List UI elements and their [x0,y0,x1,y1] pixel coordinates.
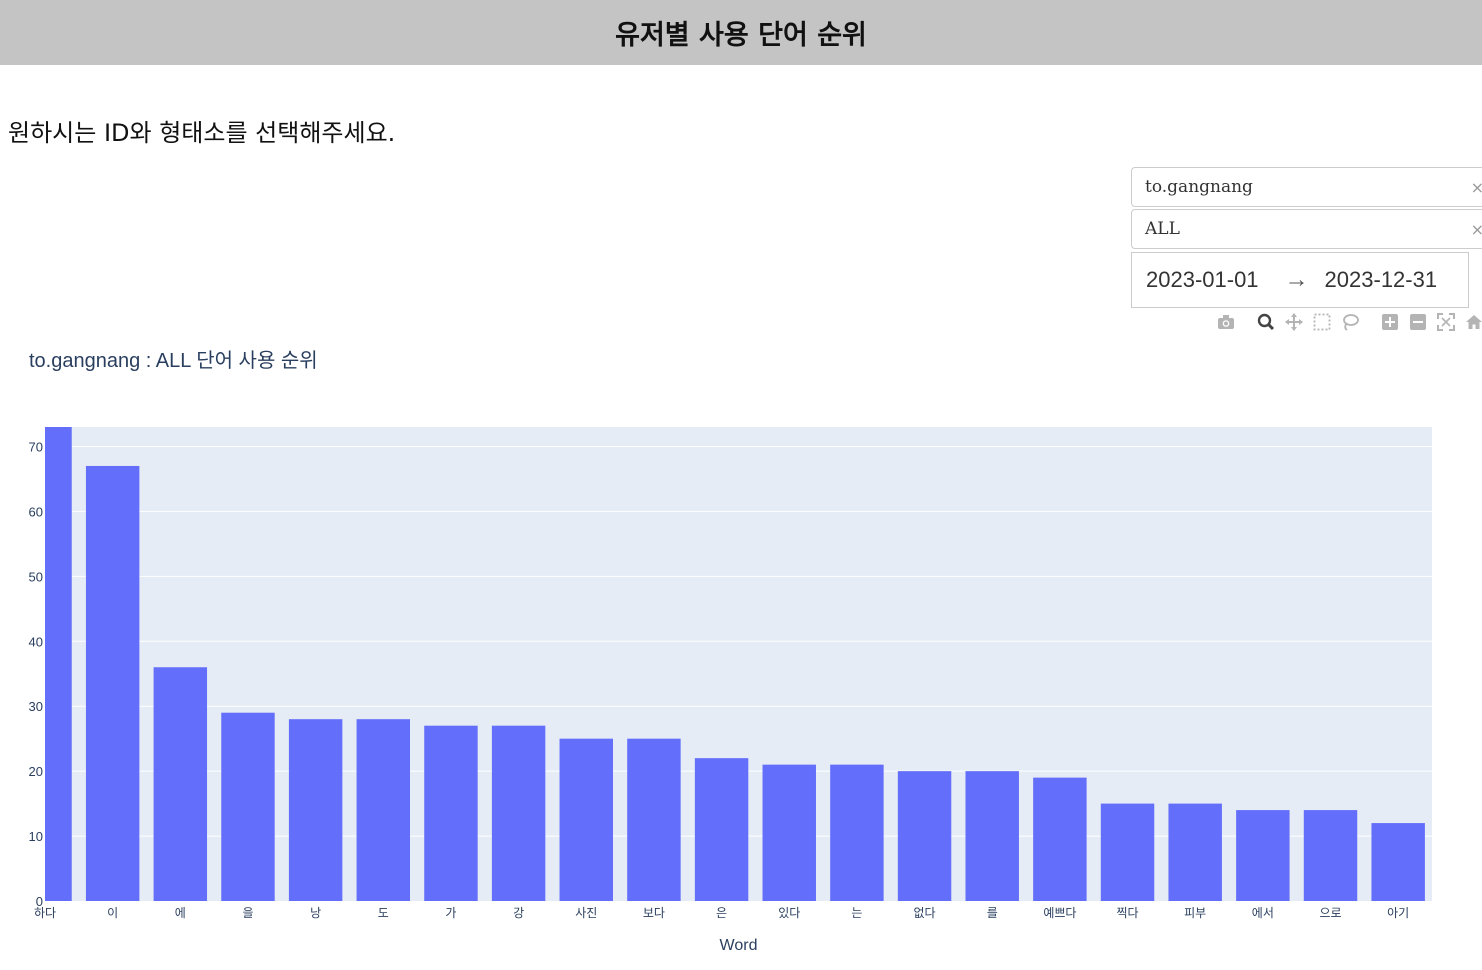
y-tick-label: 10 [29,829,43,844]
bar-하다[interactable] [45,427,72,901]
x-tick-label: 예쁘다 [1043,906,1076,920]
morpheme-value: ALL [1145,219,1180,239]
x-tick-label: 사진 [575,906,597,920]
bar-있다[interactable] [762,764,816,901]
word-rank-chart: to.gangnang : ALL 단어 사용 순위 0 10 20 30 40 50 60… [29,349,1432,954]
x-tick-label: 낭 [310,906,321,920]
bar-는[interactable] [830,764,884,901]
bar-보다[interactable] [627,738,681,901]
zoom-in-icon[interactable] [1376,314,1404,334]
zoom-out-icon[interactable] [1404,314,1432,334]
chart-modebar [1212,313,1482,335]
clear-user-icon[interactable]: × [1470,178,1482,197]
bar-이[interactable] [85,465,140,901]
x-tick-label: 도 [378,906,389,920]
x-tick-label: 강 [513,906,524,920]
bar-피부[interactable] [1168,803,1222,901]
zoom-icon[interactable] [1252,313,1280,335]
chart-title: to.gangnang : ALL 단어 사용 순위 [29,349,318,372]
page-title: 유저별 사용 단어 순위 [615,20,867,51]
bar-도[interactable] [356,719,411,901]
box-select-icon[interactable] [1308,313,1336,335]
x-tick-label: 피부 [1184,906,1206,920]
x-tick-label: 아기 [1387,906,1409,920]
clear-morpheme-icon[interactable]: × [1470,220,1482,239]
x-tick-label: 하다 [34,906,56,920]
pan-icon[interactable] [1280,313,1308,335]
bar-에서[interactable] [1236,810,1290,901]
autoscale-icon[interactable] [1432,313,1460,335]
x-tick-label: 없다 [914,906,936,920]
instruction-text: 원하시는 ID와 형태소를 선택해주세요. [8,119,396,147]
x-tick-label: 으로 [1319,906,1341,920]
x-tick-label: 찍다 [1116,906,1138,920]
x-tick-label: 은 [716,906,727,920]
user-id-value: to.gangnang [1145,177,1253,197]
morpheme-dropdown[interactable]: ALL × [1131,209,1482,249]
y-tick-label: 30 [29,699,43,714]
date-range-picker[interactable]: 2023-01-01 → 2023-12-31 [1131,252,1469,308]
x-tick-label: 에서 [1252,906,1274,920]
lasso-select-icon[interactable] [1336,313,1364,335]
y-tick-label: 50 [29,569,43,584]
user-id-dropdown[interactable]: to.gangnang × [1131,167,1482,207]
y-tick-label: 0 [36,894,43,909]
bar-가[interactable] [424,725,478,901]
bar-없다[interactable] [897,771,952,901]
page-header: 유저별 사용 단어 순위 [0,0,1482,65]
x-tick-label: 보다 [643,906,665,920]
end-date-input[interactable]: 2023-12-31 [1324,267,1438,292]
bar-찍다[interactable] [1100,803,1155,901]
reset-axes-icon[interactable] [1460,314,1482,334]
y-tick-label: 60 [29,504,43,519]
bar-에[interactable] [153,667,208,901]
x-tick-label: 에 [175,906,186,920]
bar-으로[interactable] [1303,810,1358,901]
y-tick-label: 40 [29,634,43,649]
bar-사진[interactable] [559,738,613,901]
x-axis-label: Word [720,937,758,954]
bar-예쁘다[interactable] [1033,777,1087,901]
bar-강[interactable] [491,725,546,901]
x-tick-label: 있다 [778,906,800,920]
x-tick-label: 가 [445,906,456,920]
bar-를[interactable] [965,771,1019,901]
x-tick-label: 는 [851,906,862,920]
start-date-input[interactable]: 2023-01-01 [1146,267,1259,292]
bar-을[interactable] [221,712,275,901]
arrow-right-icon: → [1284,266,1309,293]
bar-은[interactable] [694,758,749,901]
bar-낭[interactable] [288,719,343,901]
x-tick-label: 를 [987,906,998,920]
x-tick-label: 이 [107,906,118,920]
y-tick-label: 20 [29,764,43,779]
camera-icon[interactable] [1212,314,1240,334]
y-tick-label: 70 [29,439,43,454]
x-tick-label: 을 [242,906,253,920]
bar-아기[interactable] [1371,823,1425,901]
